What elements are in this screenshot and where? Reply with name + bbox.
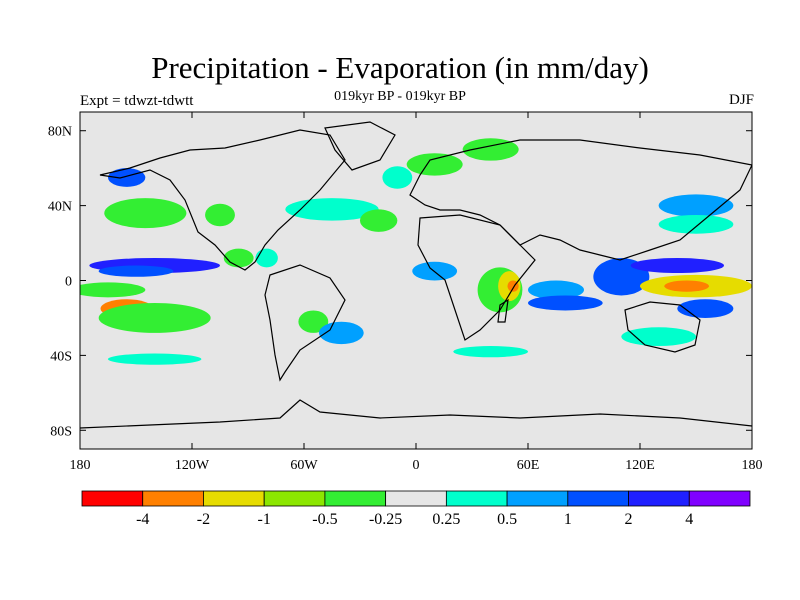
colorbar-label: -1 <box>258 511 271 528</box>
field-region-26 <box>664 280 710 292</box>
field-region-29 <box>658 214 734 234</box>
colorbar-label: 1 <box>564 511 572 528</box>
field-region-30 <box>462 138 519 161</box>
field-region-15 <box>406 153 463 176</box>
y-tick-label: 80S <box>50 424 72 439</box>
x-tick-label: 120E <box>625 458 655 473</box>
field-layer <box>80 138 752 365</box>
y-axis: 80N 40N 0 40S 80S <box>48 125 752 439</box>
field-region-16 <box>382 166 413 189</box>
colorbar-swatch <box>506 490 569 507</box>
colorbar-swatch <box>628 490 690 507</box>
chart-subtitle: 019kyr BP - 019kyr BP <box>334 89 466 104</box>
colorbar-label: -2 <box>197 511 210 528</box>
field-region-2 <box>98 302 211 333</box>
colorbar-label: -0.25 <box>369 511 402 528</box>
x-tick-label: 180 <box>742 458 763 473</box>
coastline-eurasia <box>409 139 752 261</box>
colorbar-swatch <box>203 490 265 507</box>
x-tick-label: 60E <box>517 458 540 473</box>
x-tick-label: 0 <box>413 458 420 473</box>
y-tick-label: 80N <box>48 125 72 140</box>
field-region-3 <box>80 282 146 298</box>
colorbar-swatch <box>142 490 204 507</box>
coastline-madagascar <box>497 298 509 323</box>
colorbar-swatch <box>385 490 447 507</box>
colorbar-swatch <box>263 490 326 507</box>
colorbar-swatch <box>445 490 508 507</box>
field-region-14 <box>360 209 398 232</box>
coastline-greenland <box>324 121 396 171</box>
field-region-10 <box>255 248 278 268</box>
field-region-32 <box>108 353 202 365</box>
x-tick-label: 60W <box>290 458 318 473</box>
chart-title: Precipitation - Evaporation (in mm/day) <box>151 50 649 85</box>
coastline-antarctica <box>80 399 752 429</box>
colorbar-label: 0.25 <box>432 511 460 528</box>
y-tick-label: 40S <box>50 349 72 364</box>
colorbar-swatch <box>688 490 751 507</box>
coastline-africa <box>417 214 536 341</box>
x-tick-label: 120W <box>175 458 210 473</box>
colorbar-label: 2 <box>625 511 633 528</box>
field-region-33 <box>453 346 528 358</box>
coastline-south-america <box>264 264 346 382</box>
colorbar-label: 0.5 <box>497 511 517 528</box>
field-region-24 <box>630 258 724 274</box>
field-region-5 <box>98 265 174 277</box>
x-axis: 180 120W 60W 0 60E 120E 180 <box>70 112 763 473</box>
experiment-label: Expt = tdwzt-tdwtt <box>80 93 194 109</box>
colorbar-swatch <box>567 490 629 507</box>
x-tick-label: 180 <box>70 458 91 473</box>
coastline-layer <box>80 121 752 429</box>
y-tick-label: 0 <box>65 275 72 290</box>
colorbar-swatch <box>324 490 387 507</box>
field-region-6 <box>104 198 187 229</box>
field-region-31 <box>621 327 697 347</box>
field-region-9 <box>223 248 254 268</box>
field-region-22 <box>528 295 603 311</box>
coastline-australia <box>624 301 701 353</box>
field-region-21 <box>528 280 584 300</box>
field-region-7 <box>108 168 146 187</box>
colorbar-swatch <box>81 490 144 507</box>
colorbar-label: -4 <box>136 511 149 528</box>
field-region-12 <box>318 321 364 345</box>
field-region-8 <box>205 203 235 227</box>
colorbar: -4 -2 -1 -0.5 -0.25 0.25 0.5 1 2 4 <box>81 490 751 528</box>
y-tick-label: 40N <box>48 200 72 215</box>
field-region-13 <box>285 198 379 221</box>
colorbar-label: 4 <box>685 511 693 528</box>
colorbar-label: -0.5 <box>312 511 337 528</box>
season-label: DJF <box>728 92 754 108</box>
coastline-north-america <box>99 129 346 271</box>
field-region-11 <box>298 310 329 333</box>
